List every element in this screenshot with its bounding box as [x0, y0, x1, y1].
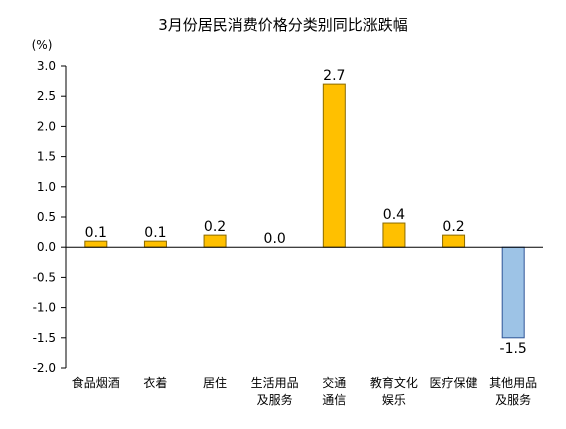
data-label: 0.2	[204, 219, 226, 235]
bar	[322, 83, 346, 248]
y-tick-label: -2.0	[33, 361, 56, 375]
data-label: 0.2	[442, 219, 464, 235]
y-tick-label: 0.5	[37, 210, 56, 224]
y-tick-label: 0.0	[37, 240, 56, 254]
data-label: 0.0	[264, 231, 286, 247]
data-label: 0.4	[383, 207, 405, 223]
y-tick-label: -0.5	[33, 270, 56, 284]
bar	[143, 240, 167, 248]
x-tick-label: 医疗保健	[430, 376, 478, 390]
y-tick-label: 2.5	[37, 89, 56, 103]
x-tick-label: 交通	[322, 375, 346, 390]
data-label: 0.1	[85, 225, 107, 241]
x-tick-label: 衣着	[143, 375, 167, 390]
y-tick-label: 1.5	[37, 150, 56, 164]
x-tick-label: 食品烟酒	[72, 375, 120, 390]
y-axis: 3.0 2.5 2.0 1.5 1.0 0.5 0.0 -0.5 -1.0 -1.5 -2.0	[33, 59, 67, 375]
data-label: 0.1	[144, 225, 166, 241]
x-tick-label: 居住	[203, 376, 227, 390]
y-tick-label: 3.0	[37, 59, 56, 73]
y-axis-unit-label: (%)	[32, 38, 53, 52]
x-tick-label: 其他用品	[489, 376, 537, 390]
x-tick-label: 及服务	[495, 392, 531, 407]
bar	[382, 222, 406, 248]
x-tick-label: 生活用品	[251, 376, 299, 390]
x-tick-label: 通信	[322, 393, 346, 407]
x-tick-label: 娱乐	[382, 393, 406, 407]
data-label: -1.5	[500, 341, 527, 357]
x-tick-label: 及服务	[257, 392, 293, 407]
x-tick-label: 教育文化	[370, 375, 418, 390]
data-label: 2.7	[323, 68, 345, 84]
bar	[203, 234, 227, 248]
y-tick-label: -1.5	[33, 331, 56, 345]
y-tick-label: 1.0	[37, 180, 56, 194]
bars: 0.1 0.1 0.2 0.0 2.7 0.4 0.2 -1.5	[84, 68, 527, 357]
bar	[442, 234, 466, 248]
y-tick-label: 2.0	[37, 119, 56, 133]
bar	[501, 246, 525, 339]
bar	[84, 240, 108, 248]
y-tick-label: -1.0	[33, 301, 56, 315]
chart-title: 3月份居民消费价格分类别同比涨跌幅	[158, 16, 408, 34]
